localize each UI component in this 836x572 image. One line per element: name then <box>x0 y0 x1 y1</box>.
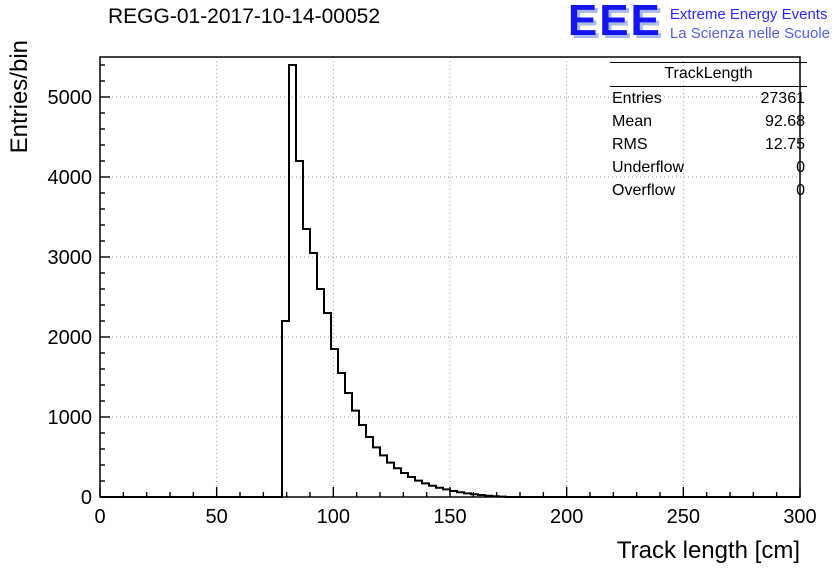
eee-logo-subtitles: Extreme Energy Events La Scienza nelle S… <box>670 2 830 43</box>
stats-row-entries: Entries 27361 <box>610 87 807 110</box>
stats-value: 0 <box>796 182 805 199</box>
logo-subtitle-1: Extreme Energy Events <box>669 6 828 23</box>
x-axis-label: Track length [cm] <box>616 537 800 564</box>
y-tick-label: 0 <box>81 487 92 509</box>
y-tick-label: 4000 <box>48 167 93 189</box>
eee-logo: EEE Extreme Energy Events La Scienza nel… <box>567 0 830 45</box>
stats-row-underflow: Underflow 0 <box>610 156 807 179</box>
logo-subtitle-2: La Scienza nelle Scuole <box>669 25 830 42</box>
x-tick-label: 300 <box>783 506 816 528</box>
x-tick-label: 50 <box>206 506 228 528</box>
x-tick-label: 200 <box>550 506 583 528</box>
y-tick-label: 3000 <box>48 247 93 269</box>
x-tick-label: 250 <box>667 506 700 528</box>
eee-logo-text: EEE <box>567 0 662 45</box>
stats-row-rms: RMS 12.75 <box>610 133 807 156</box>
stats-label: RMS <box>612 136 648 153</box>
y-tick-label: 5000 <box>48 87 93 109</box>
stats-row-mean: Mean 92.68 <box>610 110 807 133</box>
stats-label: Entries <box>612 90 662 107</box>
stats-box: TrackLength Entries 27361 Mean 92.68 RMS… <box>610 62 807 202</box>
stats-value: 12.75 <box>764 136 805 153</box>
y-tick-label: 2000 <box>48 327 93 349</box>
plot-frame <box>99 56 801 498</box>
y-axis-label: Entries/bin <box>6 40 33 154</box>
histogram-line <box>100 64 800 498</box>
stats-label: Overflow <box>612 182 676 199</box>
stats-value: 27361 <box>760 90 806 107</box>
x-tick-label: 150 <box>433 506 466 528</box>
stats-title: TrackLength <box>610 63 807 87</box>
stats-label: Underflow <box>612 159 685 176</box>
stats-value: 92.68 <box>764 113 805 130</box>
stats-value: 0 <box>796 159 805 176</box>
x-tick-label: 0 <box>94 506 105 528</box>
y-tick-label: 1000 <box>48 407 93 429</box>
stats-row-overflow: Overflow 0 <box>610 179 807 202</box>
plot-title: REGG-01-2017-10-14-00052 <box>108 5 380 28</box>
x-tick-label: 100 <box>317 506 350 528</box>
stats-label: Mean <box>612 113 653 130</box>
